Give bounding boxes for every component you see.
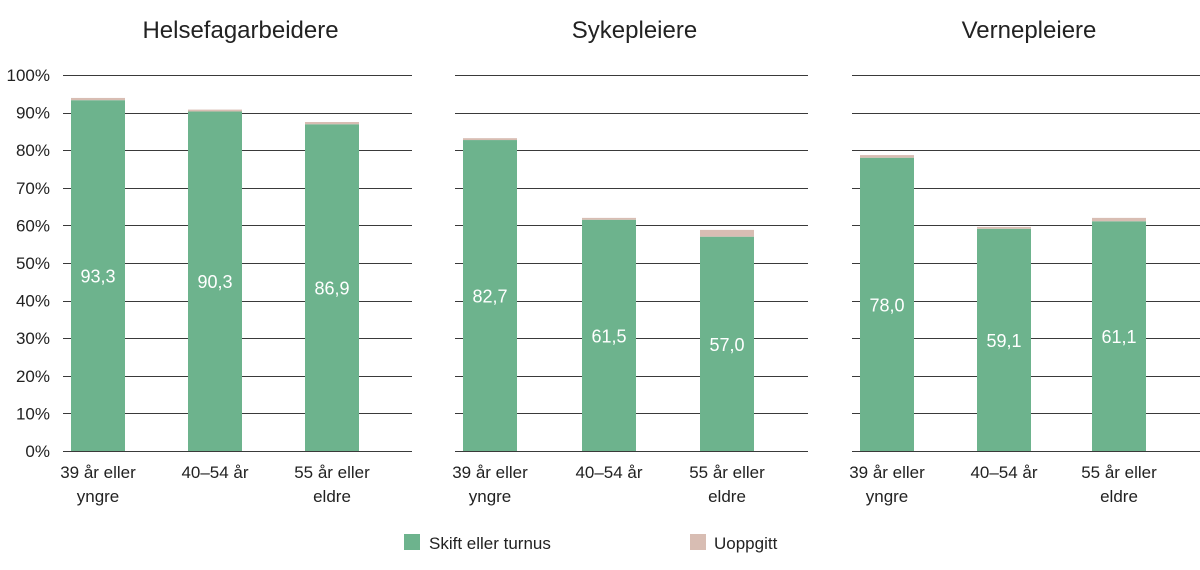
bar-uoppgitt <box>463 138 517 141</box>
bar-uoppgitt <box>305 122 359 125</box>
bar-skift-eller-turnus <box>188 111 242 452</box>
chart-panel: Sykepleiere 82,7 39 år eller yngre 61,5 40–54… <box>452 17 808 506</box>
bar-uoppgitt <box>1092 217 1146 222</box>
data-label: 57,0 <box>709 335 744 355</box>
y-tick-label: 40% <box>16 292 50 311</box>
data-label: 93,3 <box>80 267 115 287</box>
category-label: 40–54 år <box>970 463 1037 482</box>
data-label: 59,1 <box>986 331 1021 351</box>
legend-swatch <box>404 534 420 550</box>
y-tick-label: 80% <box>16 141 50 160</box>
bar-uoppgitt <box>700 229 754 237</box>
bar-skift-eller-turnus <box>305 124 359 452</box>
bar-skift-eller-turnus <box>71 100 125 451</box>
category-label: 39 år eller yngre <box>452 463 528 506</box>
y-tick-label: 90% <box>16 104 50 123</box>
bar-skift-eller-turnus <box>1092 221 1146 451</box>
chart-panel: Vernepleiere 78,0 39 år eller yngre 59,1 40–5… <box>849 17 1200 506</box>
bar-skift-eller-turnus <box>700 236 754 451</box>
data-label: 61,5 <box>591 326 626 346</box>
data-label: 78,0 <box>869 295 904 315</box>
bar-skift-eller-turnus <box>977 228 1031 451</box>
data-label: 61,1 <box>1101 327 1136 347</box>
legend-swatch <box>690 534 706 550</box>
panel-title: Vernepleiere <box>962 17 1097 44</box>
category-label: 40–54 år <box>575 463 642 482</box>
y-tick-label: 30% <box>16 329 50 348</box>
bar-uoppgitt <box>188 109 242 112</box>
legend-label: Skift eller turnus <box>429 534 551 553</box>
bar-uoppgitt <box>582 217 636 220</box>
bar-uoppgitt <box>71 97 125 101</box>
data-label: 82,7 <box>472 287 507 307</box>
category-label: 40–54 år <box>181 463 248 482</box>
bar-skift-eller-turnus <box>860 157 914 451</box>
y-tick-label: 0% <box>25 442 50 461</box>
y-tick-label: 20% <box>16 367 50 386</box>
category-label: 55 år eller eldre <box>1081 463 1157 506</box>
panel-title: Sykepleiere <box>572 17 697 44</box>
panel-title: Helsefagarbeidere <box>142 17 338 44</box>
legend-label: Uoppgitt <box>714 534 778 553</box>
chart-panel: Helsefagarbeidere 93,3 39 år eller yngre 90,… <box>60 17 412 506</box>
data-label: 90,3 <box>197 272 232 292</box>
y-tick-label: 60% <box>16 216 50 235</box>
bar-skift-eller-turnus <box>582 219 636 451</box>
bar-skift-eller-turnus <box>463 140 517 451</box>
bar-uoppgitt <box>977 226 1031 229</box>
y-tick-label: 10% <box>16 404 50 423</box>
category-label: 39 år eller yngre <box>849 463 925 506</box>
category-label: 55 år eller eldre <box>689 463 765 506</box>
y-tick-label: 70% <box>16 179 50 198</box>
category-label: 55 år eller eldre <box>294 463 370 506</box>
category-label: 39 år eller yngre <box>60 463 136 506</box>
y-tick-label: 100% <box>7 66 50 85</box>
y-tick-label: 50% <box>16 254 50 273</box>
bar-uoppgitt <box>860 155 914 158</box>
data-label: 86,9 <box>314 279 349 299</box>
